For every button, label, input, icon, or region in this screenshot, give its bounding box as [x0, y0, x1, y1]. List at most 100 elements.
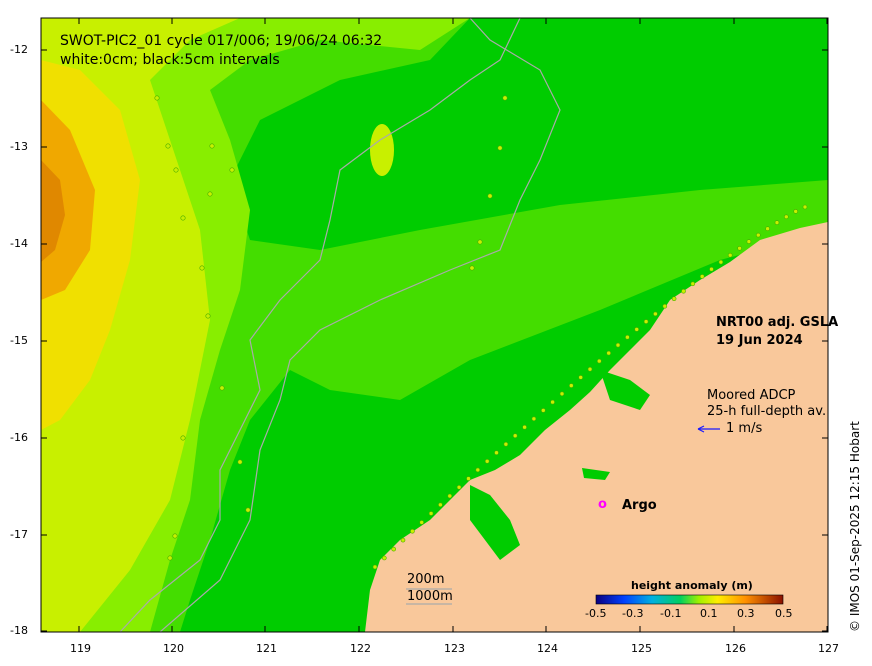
track-dot	[596, 358, 602, 364]
track-dot	[643, 319, 649, 324]
track-dot	[237, 459, 243, 465]
argo-marker: o	[598, 497, 607, 512]
colorbar-title: height anomaly (m)	[631, 579, 753, 592]
coastal-inlet-2	[582, 468, 610, 480]
isobath-200m	[119, 18, 521, 632]
track-dot	[793, 209, 799, 214]
track-dot	[154, 95, 160, 101]
track-dot	[737, 246, 742, 251]
x-tick-label: 119	[70, 642, 91, 655]
adcp-description: 25-h full-depth av.	[707, 404, 827, 419]
y-tick-label: -12	[10, 43, 28, 56]
track-dot	[746, 239, 752, 244]
track-dot	[487, 193, 493, 199]
argo-label: Argo	[622, 498, 657, 513]
colorbar-tick: 0.5	[775, 607, 793, 620]
colorbar-tick: 0.1	[700, 607, 718, 620]
x-tick-label: 121	[256, 642, 277, 655]
track-dot	[550, 399, 555, 405]
x-tick-label: 123	[444, 642, 465, 655]
y-tick-label: -14	[10, 237, 28, 250]
track-dot	[606, 350, 612, 356]
adcp-label: Moored ADCP	[707, 388, 796, 403]
y-tick-label: -16	[10, 431, 28, 444]
track-dot	[690, 281, 696, 287]
track-dot	[438, 502, 443, 508]
track-dot	[709, 266, 714, 272]
y-axis-ticks	[41, 49, 828, 632]
track-dot	[502, 95, 508, 101]
track-dot	[718, 259, 724, 265]
x-tick-label: 126	[725, 642, 746, 655]
y-tick-label: -17	[10, 528, 28, 541]
colorbar-tick: -0.3	[622, 607, 644, 620]
track-dot	[469, 265, 475, 271]
x-tick-label: 120	[163, 642, 184, 655]
track-dot	[205, 313, 211, 319]
track-dot	[199, 265, 205, 271]
coastal-inlet	[600, 370, 650, 410]
track-dot	[559, 391, 565, 397]
track-dot	[568, 383, 574, 388]
track-dot	[634, 327, 640, 332]
track-dot	[400, 537, 406, 543]
colorbar-tick: -0.5	[585, 607, 607, 620]
track-dot	[540, 408, 546, 413]
isobath-1000m	[159, 18, 561, 632]
track-dot	[783, 214, 789, 220]
track-dot	[466, 476, 471, 481]
track-dot	[662, 303, 668, 309]
swot-track-offshore	[154, 95, 508, 561]
track-dot	[671, 296, 677, 302]
track-dot	[229, 167, 235, 173]
adcp-scale-label: 1 m/s	[726, 421, 763, 436]
product-name: NRT00 adj. GSLA	[716, 315, 839, 330]
king-sound	[470, 485, 520, 560]
adcp-arrowhead	[697, 425, 705, 433]
track-dot	[456, 484, 462, 490]
track-dot	[497, 145, 503, 151]
track-dot	[512, 433, 518, 439]
swot-track-coastal	[372, 204, 808, 570]
sea-anomaly-core	[41, 160, 65, 262]
track-dot	[180, 435, 186, 441]
track-dot	[531, 416, 537, 422]
x-tick-label: 125	[631, 642, 652, 655]
track-dot	[219, 385, 225, 391]
track-dot	[475, 467, 481, 473]
track-dot	[587, 366, 593, 372]
track-dot	[180, 215, 186, 221]
sea-anomaly-band	[41, 18, 828, 632]
track-dot	[165, 143, 171, 149]
track-dot	[522, 424, 527, 430]
track-dot	[207, 191, 213, 197]
track-dot	[372, 564, 378, 570]
credit-text: © IMOS 01-Sep-2025 12:15 Hobart	[848, 421, 862, 632]
track-dot	[172, 533, 178, 539]
track-dot	[245, 507, 251, 513]
y-tick-label: -13	[10, 140, 28, 153]
track-dot	[167, 555, 173, 561]
x-tick-label: 124	[537, 642, 558, 655]
track-dot	[391, 546, 397, 552]
x-axis-ticks	[78, 18, 828, 632]
track-dot	[494, 450, 499, 456]
y-tick-label: -18	[10, 624, 28, 637]
colorbar	[595, 594, 784, 605]
track-dot	[503, 441, 509, 447]
track-dot	[419, 520, 425, 525]
track-dot	[774, 220, 780, 225]
track-dot	[699, 274, 705, 279]
legend-1000m: 1000m	[407, 589, 453, 604]
track-dot	[173, 167, 179, 173]
track-dot	[447, 493, 453, 499]
track-dot	[209, 143, 215, 149]
map-subtitle: white:0cm; black:5cm intervals	[60, 52, 280, 68]
map-title: SWOT-PIC2_01 cycle 017/006; 19/06/24 06:…	[60, 33, 383, 49]
track-dot	[802, 204, 808, 210]
plot-frame	[40, 17, 829, 633]
track-dot	[765, 226, 770, 231]
track-dot	[755, 232, 761, 238]
track-dot	[477, 239, 483, 245]
